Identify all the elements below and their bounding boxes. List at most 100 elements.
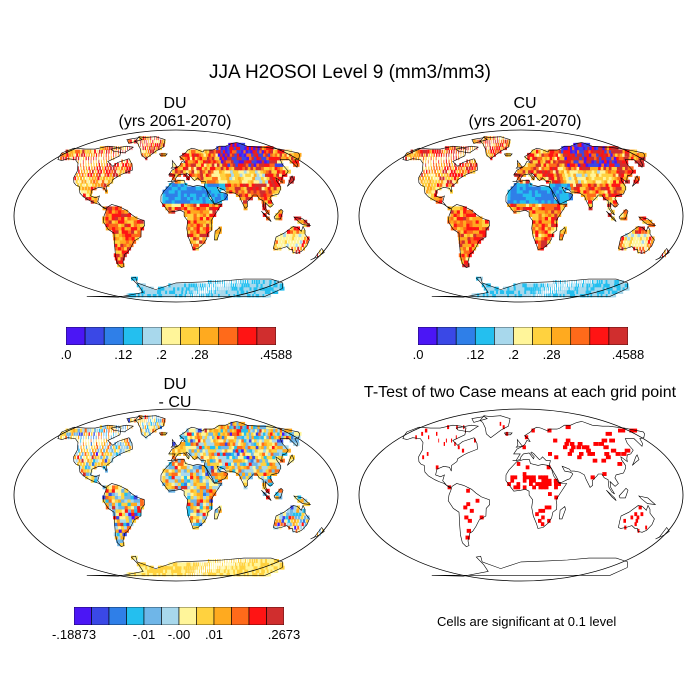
grid-cell xyxy=(551,219,555,224)
grid-cell xyxy=(114,498,119,503)
grid-cell xyxy=(125,515,130,520)
grid-cell xyxy=(417,156,420,161)
grid-cell xyxy=(443,173,446,177)
grid-cell xyxy=(128,139,130,144)
grid-cell xyxy=(96,445,99,450)
grid-cell xyxy=(456,425,458,430)
grid-cell xyxy=(606,199,611,204)
grid-cell xyxy=(191,448,196,453)
grid-cell xyxy=(470,233,475,238)
grid-cell xyxy=(187,485,191,490)
grid-cell xyxy=(111,498,116,503)
grid-cell xyxy=(474,159,476,164)
grid-cell xyxy=(184,492,188,496)
grid-cell xyxy=(251,280,254,284)
grid-cell xyxy=(250,179,256,184)
grid-cell xyxy=(275,495,280,500)
grid-cell xyxy=(432,173,435,177)
coastline xyxy=(505,459,568,529)
grid-cell xyxy=(94,448,97,453)
grid-cell xyxy=(192,186,197,191)
grid-cell xyxy=(272,462,278,466)
grid-cell xyxy=(185,565,188,570)
grid-cell xyxy=(142,418,144,423)
grid-cell xyxy=(594,280,596,284)
grid-cell xyxy=(256,173,262,177)
grid-cell xyxy=(590,286,594,291)
grid-cell xyxy=(491,152,494,157)
grid-cell xyxy=(510,478,515,483)
grid-cell xyxy=(550,193,555,197)
grid-cell xyxy=(211,196,216,201)
grid-cell xyxy=(192,468,197,473)
grid-cell xyxy=(103,163,106,167)
coastline xyxy=(632,454,640,466)
grid-cell xyxy=(111,492,116,496)
grid-cell xyxy=(99,166,101,171)
grid-cell xyxy=(153,146,156,151)
coastline xyxy=(273,487,284,499)
grid-cell xyxy=(118,206,122,211)
grid-cell xyxy=(187,498,191,503)
grid-cell xyxy=(612,196,617,201)
grid-cell xyxy=(206,562,208,567)
grid-cell xyxy=(445,176,448,181)
grid-cell xyxy=(601,179,607,184)
grid-cell xyxy=(168,478,173,483)
grid-cell xyxy=(528,169,532,174)
grid-cell xyxy=(165,465,170,470)
grid-cell xyxy=(516,199,521,204)
grid-cell xyxy=(193,442,198,446)
grid-cell xyxy=(639,246,642,251)
grid-cell xyxy=(559,236,563,241)
grid-cell xyxy=(425,163,427,167)
grid-cell xyxy=(86,189,90,194)
grid-cell xyxy=(609,280,613,284)
grid-cell xyxy=(78,152,81,157)
grid-cell xyxy=(177,169,182,174)
grid-cell xyxy=(220,290,222,294)
grid-cell xyxy=(419,176,422,181)
grid-cell xyxy=(566,156,572,161)
grid-cell xyxy=(222,283,223,288)
grid-cell xyxy=(234,186,239,191)
grid-cell xyxy=(271,179,276,184)
grid-cell xyxy=(268,448,274,453)
grid-cell xyxy=(216,442,222,446)
grid-cell xyxy=(568,290,571,294)
grid-cell xyxy=(177,448,182,453)
grid-cell xyxy=(94,196,98,201)
grid-cell xyxy=(273,525,276,530)
grid-cell xyxy=(81,465,85,470)
grid-cell xyxy=(72,435,75,440)
grid-cell xyxy=(529,152,533,157)
grid-cell xyxy=(529,283,532,288)
grid-cell xyxy=(117,263,122,268)
grid-cell xyxy=(207,186,212,191)
grid-cell xyxy=(118,525,123,530)
grid-cell xyxy=(590,183,596,187)
grid-cell xyxy=(177,565,180,570)
grid-cell xyxy=(533,293,535,298)
grid-cell xyxy=(581,183,587,187)
grid-cell xyxy=(203,569,204,573)
grid-cell xyxy=(271,468,277,473)
grid-cell xyxy=(177,179,182,184)
grid-cell xyxy=(202,169,207,174)
grid-cell xyxy=(165,193,170,197)
grid-cell xyxy=(600,280,603,284)
grid-cell xyxy=(245,452,250,456)
grid-cell xyxy=(629,149,638,154)
grid-cell xyxy=(219,452,225,456)
grid-cell xyxy=(276,448,283,453)
grid-cell xyxy=(584,183,590,187)
grid-cell xyxy=(91,455,94,460)
grid-cell xyxy=(248,163,254,167)
grid-cell xyxy=(211,442,216,446)
grid-cell xyxy=(580,176,585,181)
grid-cell xyxy=(117,542,122,547)
grid-cell xyxy=(602,472,607,476)
grid-cell xyxy=(122,512,127,517)
grid-cell xyxy=(212,572,216,577)
coastline xyxy=(618,504,655,533)
